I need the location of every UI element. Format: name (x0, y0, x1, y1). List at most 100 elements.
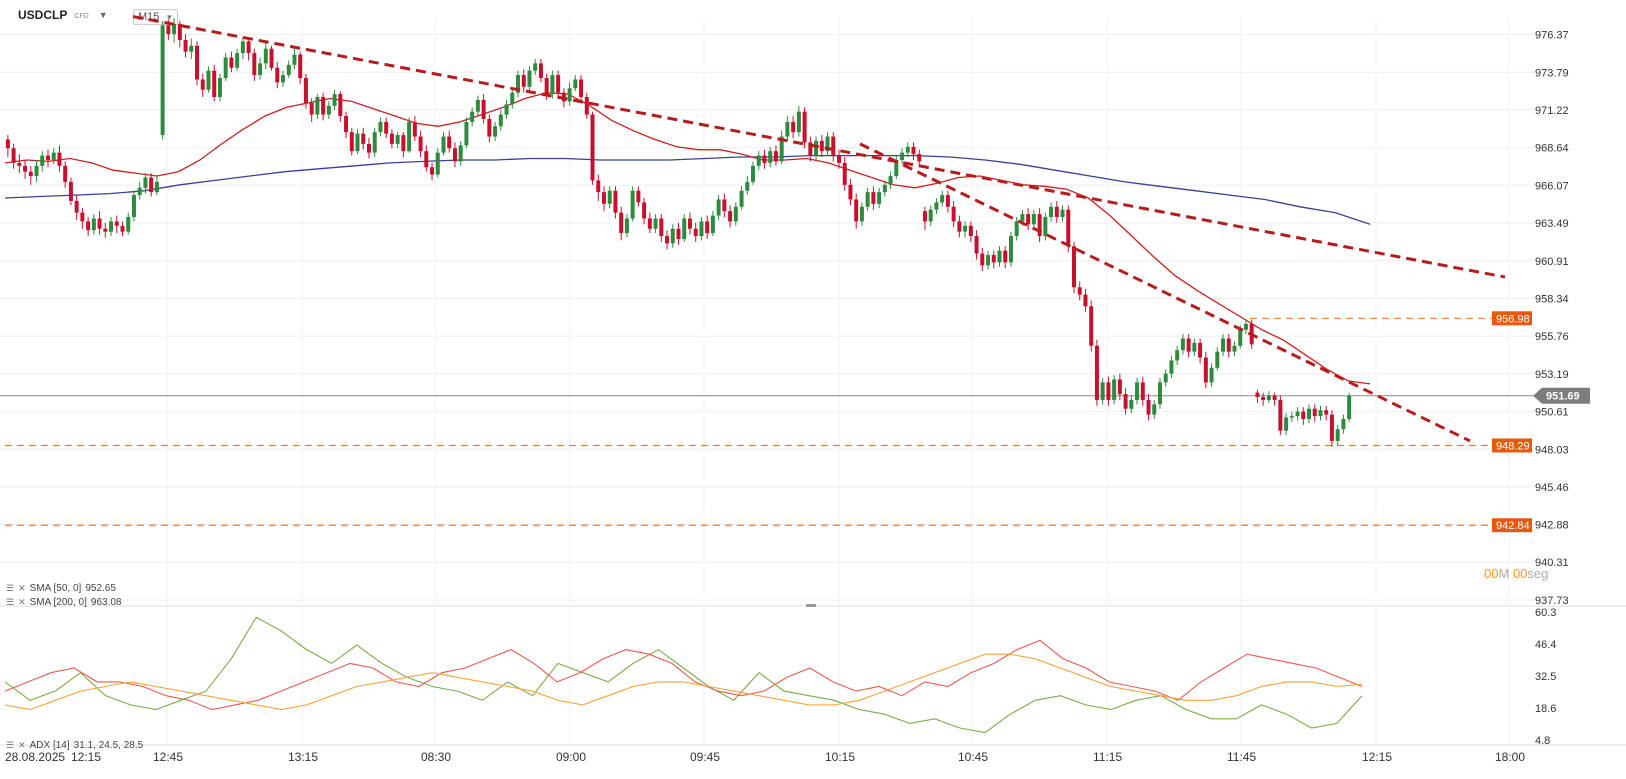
menu-icon[interactable]: ☰ (6, 740, 15, 750)
level-tag (1492, 518, 1532, 533)
close-icon[interactable]: ✕ (18, 597, 26, 607)
candle-body (1072, 246, 1077, 288)
candle-body (825, 136, 830, 152)
candle-body (613, 190, 618, 213)
candle-body (137, 187, 142, 196)
sma200-label: SMA [200, 0] (29, 597, 87, 608)
sma200-path (4, 154, 1371, 225)
adx-tick-label: 18.6 (1535, 703, 1556, 715)
symbol-header[interactable]: USDCLP CFD ▼ (18, 8, 108, 22)
chevron-down-icon[interactable]: ▼ (98, 10, 108, 20)
candle-body (1049, 206, 1054, 218)
time-tick-label: 11:15 (1093, 750, 1122, 764)
candle-body (928, 209, 933, 222)
candle-body (120, 225, 125, 232)
candle-body (974, 236, 979, 254)
candle-body (527, 70, 532, 87)
candle-body (430, 167, 435, 175)
candle-body (378, 121, 383, 133)
candle-body (647, 218, 652, 229)
time-tick-label: 18:00 (1495, 750, 1525, 764)
level-tag-label: 948.29 (1496, 440, 1530, 452)
candle-body (779, 136, 784, 162)
time-tick-label: 09:00 (556, 750, 586, 764)
candle-body (109, 221, 114, 232)
candle-body (292, 54, 297, 65)
candle-body (1026, 214, 1031, 225)
candle-body (86, 221, 91, 231)
candle-body (745, 181, 750, 191)
sma50-legend[interactable]: ☰ ✕ SMA [50, 0] 952.65 (6, 583, 116, 594)
candle-body (538, 63, 543, 78)
candle-body (1261, 397, 1266, 400)
candle-body (458, 145, 463, 162)
candle-body (1341, 418, 1346, 430)
candle-body (68, 181, 73, 201)
time-tick-label: 10:15 (825, 750, 855, 764)
candle-body (418, 136, 423, 152)
adx-tick-label: 46.4 (1535, 639, 1556, 651)
candle-body (1312, 408, 1317, 417)
candle-body (705, 221, 710, 234)
adx-legend[interactable]: ☰ ✕ ADX [14] 31.1, 24.5, 28.5 (6, 740, 143, 751)
candle-body (980, 253, 985, 266)
candle-body (464, 121, 469, 146)
candle-body (957, 221, 962, 232)
sma50-label: SMA [50, 0] (29, 583, 82, 594)
grid (0, 18, 1626, 746)
candle-body (286, 64, 291, 76)
candle-body (355, 133, 360, 152)
adx-orange-line (4, 653, 1363, 711)
candle-body (206, 70, 211, 90)
price-tick-label: 973.79 (1535, 67, 1569, 79)
menu-icon[interactable]: ☰ (6, 583, 15, 593)
sma50-path (4, 91, 1371, 385)
candle-body (945, 195, 950, 207)
candles (5, 18, 1352, 447)
sma200-legend[interactable]: ☰ ✕ SMA [200, 0] 963.08 (6, 597, 121, 608)
candle-body (338, 94, 343, 117)
candle-body (1215, 351, 1220, 368)
menu-icon[interactable]: ☰ (6, 597, 15, 607)
candle-body (212, 70, 217, 98)
candle-body (1152, 404, 1157, 415)
candle-body (986, 255, 991, 266)
time-tick-label: 09:45 (690, 750, 720, 764)
candle-body (1192, 342, 1197, 352)
candle-body (74, 200, 79, 213)
candle-body (665, 236, 670, 244)
candle-body (28, 171, 33, 177)
candle-body (716, 199, 721, 216)
price-tick-label: 950.61 (1535, 407, 1569, 419)
adx-panel: 60.3 46.4 32.5 18.6 4.8 (4, 607, 1556, 747)
candle-body (624, 218, 629, 234)
candle-body (452, 148, 457, 162)
close-icon[interactable]: ✕ (18, 583, 26, 593)
candle-body (877, 192, 882, 204)
candle-body (819, 140, 824, 152)
candle-body (687, 218, 692, 229)
candle-body (871, 192, 876, 204)
time-tick-label: 13:15 (288, 750, 318, 764)
close-icon[interactable]: ✕ (18, 740, 26, 750)
trendlines[interactable] (132, 15, 1506, 443)
level-tag (1492, 311, 1532, 326)
candle-body (1289, 416, 1294, 418)
candle-body (1272, 395, 1277, 400)
candle-body (579, 79, 584, 98)
time-tick-label: 08:30 (421, 750, 451, 764)
candle-body (905, 146, 910, 153)
candle-body (607, 190, 612, 204)
sma200-line (4, 154, 1371, 225)
candle-body (91, 218, 96, 231)
candle-body (487, 118, 492, 137)
candle-body (1100, 382, 1105, 400)
price-tick-label: 940.31 (1535, 557, 1569, 569)
candle-body (5, 139, 10, 149)
candle-body (195, 45, 200, 80)
candle-body (1324, 410, 1329, 415)
candle-body (1157, 382, 1162, 405)
candle-body (940, 195, 945, 203)
